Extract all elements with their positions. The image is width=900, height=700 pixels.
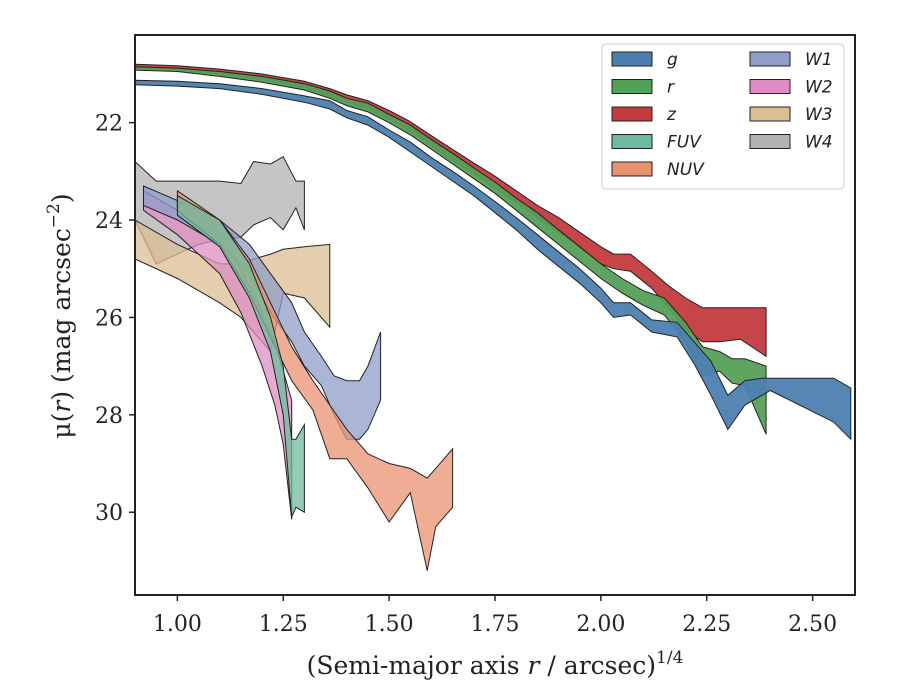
y-tick-label: 22	[95, 112, 123, 137]
x-tick-label: 1.50	[365, 612, 414, 637]
x-axis-ticks: 1.00 1.25 1.50 1.75 2.00 2.25 2.50	[153, 595, 837, 637]
legend-swatch-r	[611, 79, 653, 94]
legend: grz FUV NUV W1 W2 W3 W4	[601, 43, 845, 190]
x-tick-label: 1.25	[259, 612, 308, 637]
legend-swatch-g	[611, 51, 653, 67]
legend-label-z: z	[666, 105, 677, 125]
legend-swatch-fuv	[611, 134, 653, 149]
y-tick-label: 24	[95, 209, 123, 234]
profile-bands	[135, 63, 852, 571]
band-r	[135, 66, 767, 435]
legend-swatch-z	[611, 106, 653, 122]
legend-label-w1: W1	[805, 50, 833, 70]
y-tick-label: 28	[95, 404, 123, 429]
legend-label-w2: W2	[805, 78, 833, 98]
legend-swatch-w1	[749, 51, 791, 67]
y-tick-label: 30	[95, 501, 123, 526]
legend-label-g: g	[667, 50, 678, 70]
x-tick-label: 2.00	[576, 612, 625, 637]
y-tick-label: 26	[95, 306, 123, 331]
y-axis-label: μ(r) (mag arcsec−2)	[44, 193, 76, 438]
x-tick-label: 2.25	[682, 612, 731, 637]
legend-label-w4: W4	[805, 133, 833, 153]
y-axis-ticks: 22 24 26 28 30	[95, 112, 135, 526]
band-fuv	[176, 194, 305, 518]
legend-swatch-w4	[749, 134, 791, 149]
legend-label-r: r	[667, 78, 675, 98]
x-axis-label: (Semi-major axis r / arcsec)1/4	[307, 648, 684, 680]
legend-swatch-w3	[749, 106, 791, 122]
x-tick-label: 2.50	[788, 612, 837, 637]
band-g	[135, 79, 852, 441]
x-tick-label: 1.00	[153, 612, 202, 637]
legend-label-nuv: NUV	[667, 160, 705, 180]
legend-label-w3: W3	[805, 105, 833, 125]
x-tick-label: 1.75	[471, 612, 520, 637]
legend-swatch-w2	[749, 79, 791, 94]
legend-label-fuv: FUV	[667, 133, 702, 153]
legend-items: grz FUV NUV W1 W2 W3 W4	[611, 50, 833, 180]
legend-swatch-nuv	[611, 161, 653, 177]
